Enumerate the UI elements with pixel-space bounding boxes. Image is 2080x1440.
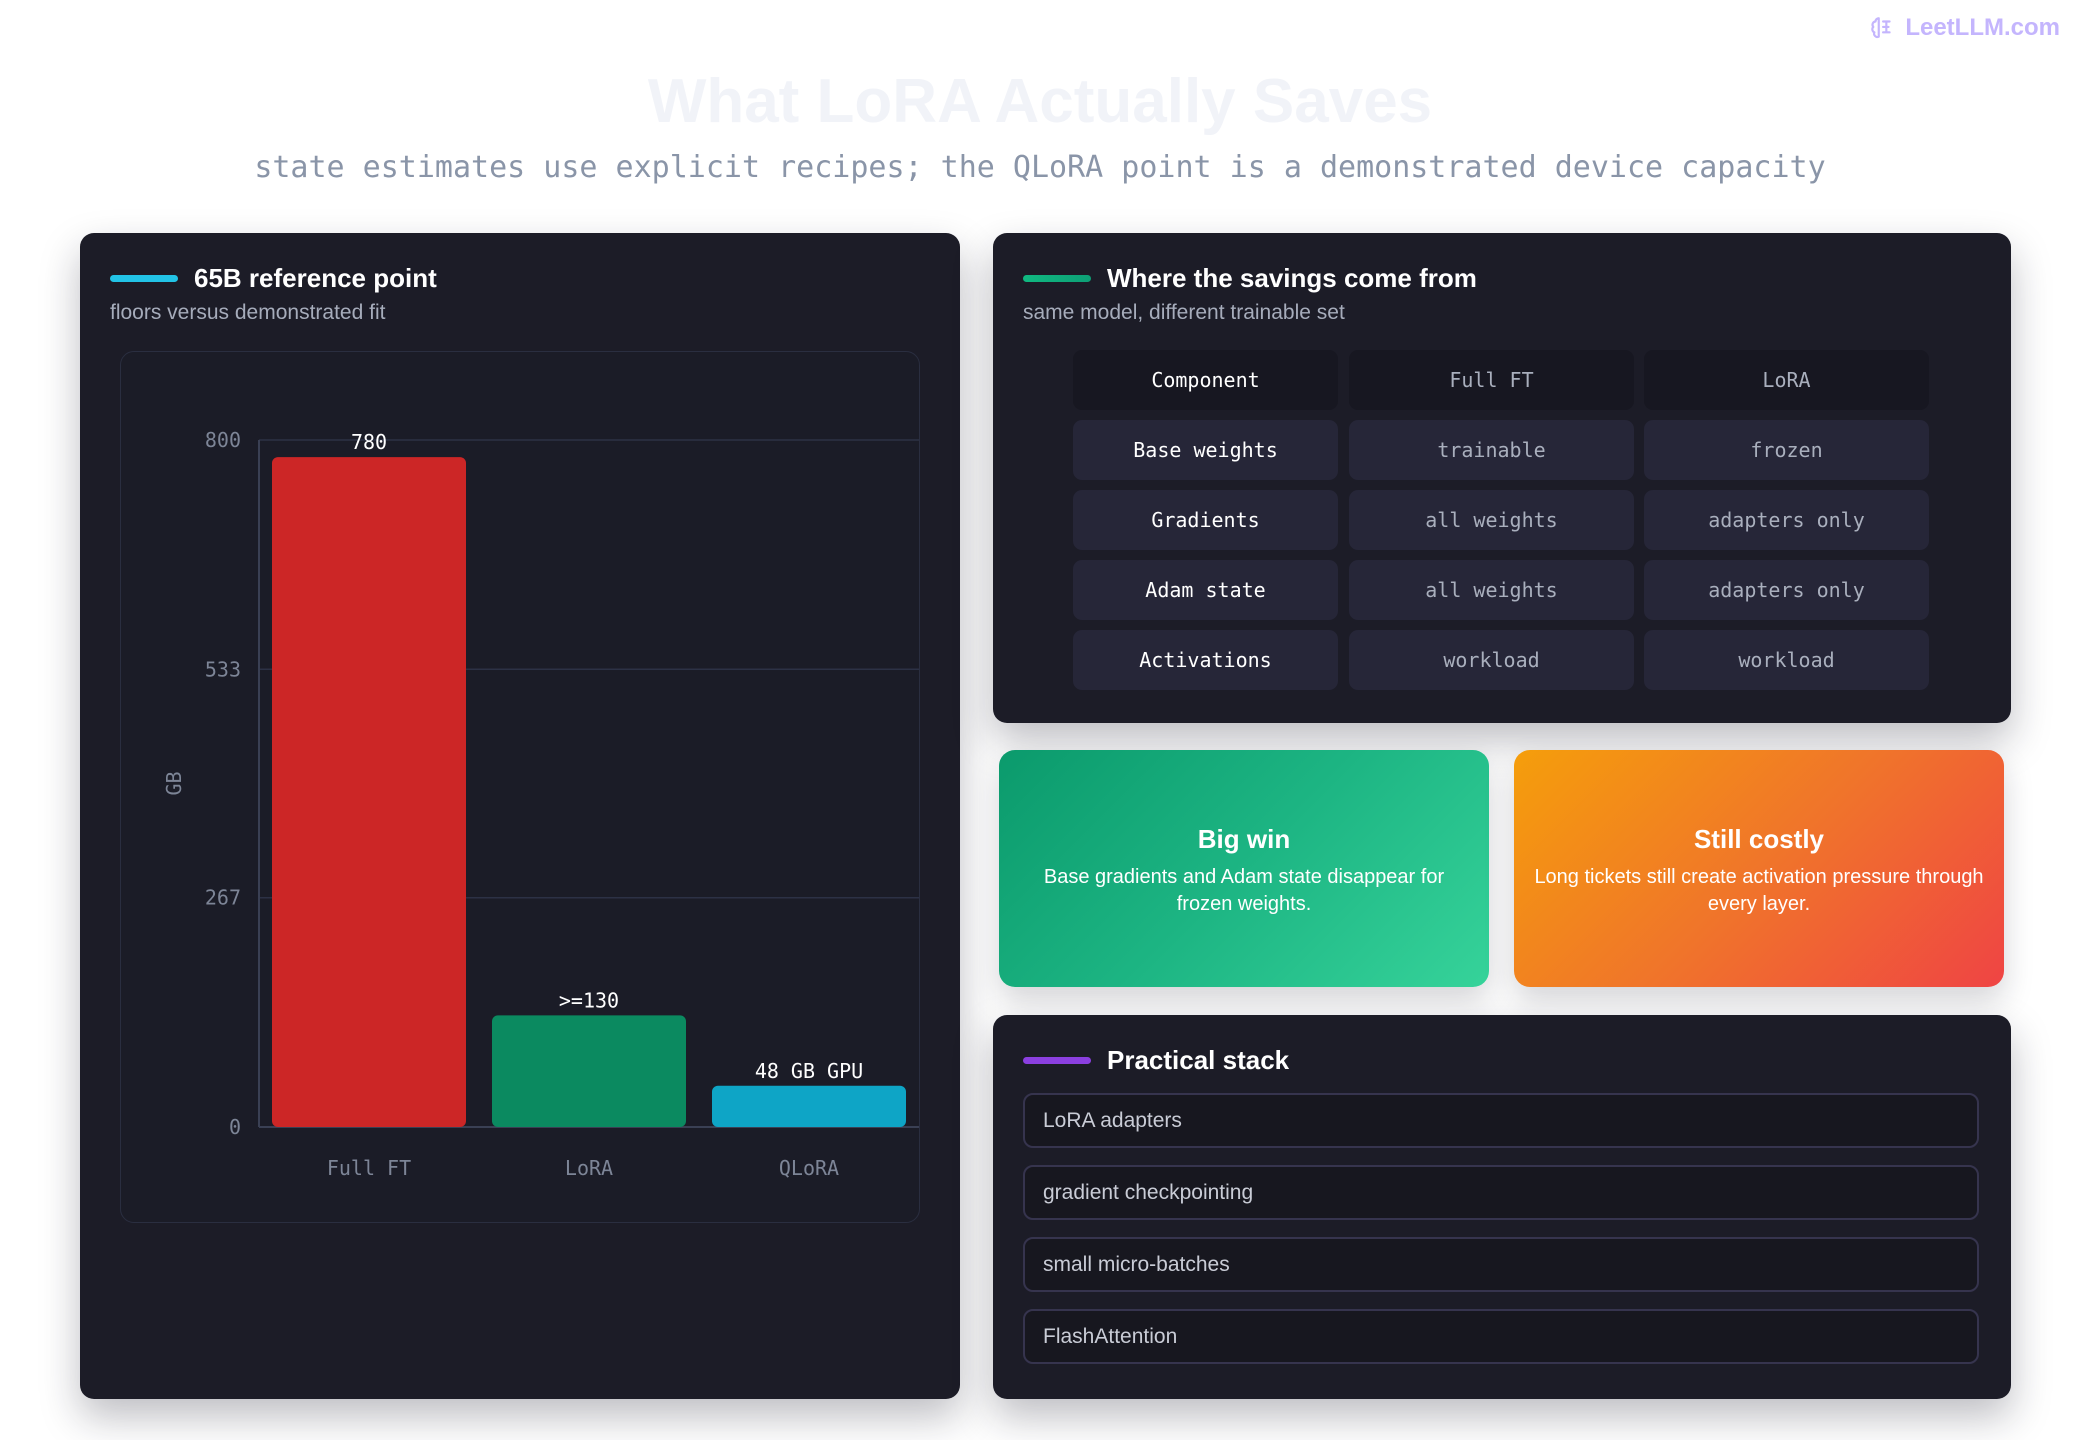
stack-item: FlashAttention [1023,1309,1979,1364]
table-header-cell: Full FT [1349,350,1634,410]
still-costly-text: Long tickets still create activation pre… [1534,866,1984,915]
chart-panel-subtitle: floors versus demonstrated fit [110,301,386,324]
y-tick-label: 0 [229,1115,241,1139]
stack-item: LoRA adapters [1023,1093,1979,1148]
bar-qlora [712,1085,906,1127]
big-win-card: Big win Base gradients and Adam state di… [999,750,1489,987]
data-label: >=130 [559,988,619,1012]
table-cell: frozen [1644,420,1929,480]
x-tick-label: Full FT [327,1156,411,1180]
savings-table-panel: Where the savings come from same model, … [993,233,2011,723]
x-tick-label: LoRA [565,1156,613,1180]
page-subtitle: state estimates use explicit recipes; th… [254,150,1826,185]
table-header-cell: Component [1073,350,1338,410]
brand-name: LeetLLM.com [1905,14,2060,41]
table-header-cell: LoRA [1644,350,1929,410]
bar-lora [492,1015,686,1127]
table-accent-bar [1023,275,1091,282]
stack-accent-bar [1023,1057,1091,1064]
y-tick-label: 800 [205,428,241,452]
y-axis-label: GB [162,771,186,795]
stack-item: small micro-batches [1023,1237,1979,1292]
y-tick-label: 533 [205,657,241,681]
bar-chart: 0 267 533 800 GB 780 Full FT >=130 LoRA 48 GB GPU… [120,351,920,1223]
stack-item: gradient checkpointing [1023,1165,1979,1220]
y-tick-label: 267 [205,886,241,910]
chart-panel-title: 65B reference point [194,263,437,293]
page-title: What LoRA Actually Saves [647,67,1433,136]
table-cell: trainable [1349,420,1634,480]
table-cell: adapters only [1644,490,1929,550]
brand-logo[interactable]: LeetLLM.com [1869,14,2060,42]
table-panel-subtitle: same model, different trainable set [1023,301,1345,324]
still-costly-title: Still costly [1693,824,1825,854]
big-win-title: Big win [1197,824,1291,854]
big-win-text: Base gradients and Adam state disappear … [1043,866,1445,915]
table-cell: workload [1644,630,1929,690]
stack-panel-title: Practical stack [1107,1045,1290,1075]
practical-stack-panel: Practical stack LoRA adapters gradient c… [993,1015,2011,1399]
table-cell: Gradients [1073,490,1338,550]
still-costly-card: Still costly Long tickets still create a… [1514,750,2004,987]
table-cell: Base weights [1073,420,1338,480]
bar-chart-svg: 0 267 533 800 GB 780 Full FT >=130 LoRA 48 GB GPU… [162,428,919,1180]
data-label: 48 GB GPU [755,1059,863,1083]
chart-accent-bar [110,275,178,282]
x-tick-label: QLoRA [779,1156,839,1180]
chart-panel: 65B reference point floors versus demons… [80,233,960,1399]
brain-icon [1871,17,1891,39]
table-cell: workload [1349,630,1634,690]
table-cell: adapters only [1644,560,1929,620]
table-panel-title: Where the savings come from [1107,263,1477,293]
bar-full-ft [272,457,466,1127]
data-label: 780 [351,430,387,454]
table-cell: all weights [1349,560,1634,620]
table-cell: all weights [1349,490,1634,550]
table-cell: Adam state [1073,560,1338,620]
table-cell: Activations [1073,630,1338,690]
